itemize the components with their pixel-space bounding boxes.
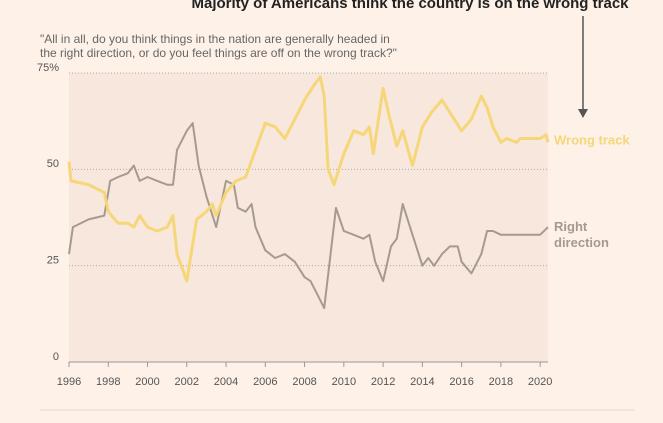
x-tick-label: 2018 [489,376,513,388]
x-tick-label: 2000 [135,376,159,388]
y-tick-label: 50 [47,158,59,170]
chart-title: Majority of Americans think the country … [191,0,629,12]
y-tick-label: 75% [37,62,59,74]
x-tick-label: 2006 [253,376,277,388]
x-tick-label: 1996 [57,376,81,388]
x-tick-label: 2004 [214,376,238,388]
line [68,122,549,310]
x-tick-label: 2016 [449,376,473,388]
series-label: Wrong track [554,132,630,147]
x-tick-label: 2014 [410,376,434,388]
x-tick-label: 2012 [371,376,395,388]
x-tick-label: 2020 [528,376,552,388]
x-tick-label: 1998 [96,376,120,388]
series-label: Right direction [554,219,609,250]
y-tick-label: 25 [47,255,59,267]
subtitle: "All in all, do you think things in the … [40,32,390,46]
subtitle: the right direction, or do you feel thin… [40,46,397,60]
y-tick-label: 0 [53,351,59,363]
x-tick-label: 2008 [292,376,316,388]
arrow-head [578,109,588,118]
line [67,75,550,283]
x-tick-label: 2010 [332,376,356,388]
x-tick-label: 2002 [175,376,199,388]
